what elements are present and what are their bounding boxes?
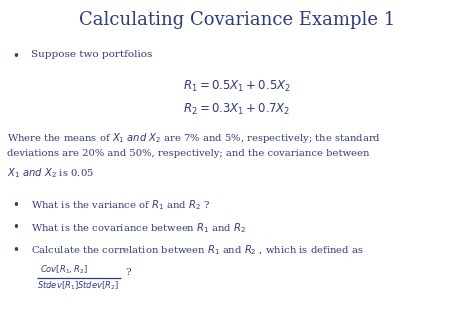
Text: Calculate the correlation between $R_1$ and $R_2$ , which is defined as: Calculate the correlation between $R_1$ …	[31, 244, 364, 257]
Text: •: •	[12, 50, 19, 63]
Text: •: •	[12, 244, 19, 257]
Text: $X_1$ $\mathit{and}$ $X_2$ is 0.05: $X_1$ $\mathit{and}$ $X_2$ is 0.05	[7, 166, 94, 180]
Text: $\mathit{Cov}[R_1, R_2]$: $\mathit{Cov}[R_1, R_2]$	[40, 263, 88, 276]
Text: What is the variance of $R_1$ and $R_2$ ?: What is the variance of $R_1$ and $R_2$ …	[31, 199, 210, 213]
Text: What is the covariance between $R_1$ and $R_2$: What is the covariance between $R_1$ and…	[31, 221, 246, 235]
Text: $R_2 = 0.3X_1 + 0.7X_2$: $R_2 = 0.3X_1 + 0.7X_2$	[183, 102, 291, 117]
Text: deviations are 20% and 50%, respectively; and the covariance between: deviations are 20% and 50%, respectively…	[7, 149, 370, 158]
Text: Calculating Covariance Example 1: Calculating Covariance Example 1	[79, 11, 395, 29]
Text: Where the means of $X_1$ $\mathit{and}$ $X_2$ are 7% and 5%, respectively; the s: Where the means of $X_1$ $\mathit{and}$ …	[7, 131, 381, 145]
Text: Suppose two portfolios: Suppose two portfolios	[31, 50, 152, 59]
Text: $\mathit{Stdev}[R_1]\mathit{Stdev}[R_2]$: $\mathit{Stdev}[R_1]\mathit{Stdev}[R_2]$	[37, 279, 119, 292]
Text: •: •	[12, 199, 19, 212]
Text: •: •	[12, 221, 19, 234]
Text: ?: ?	[123, 268, 132, 277]
Text: $R_1 = 0.5X_1 + 0.5X_2$: $R_1 = 0.5X_1 + 0.5X_2$	[183, 79, 291, 94]
